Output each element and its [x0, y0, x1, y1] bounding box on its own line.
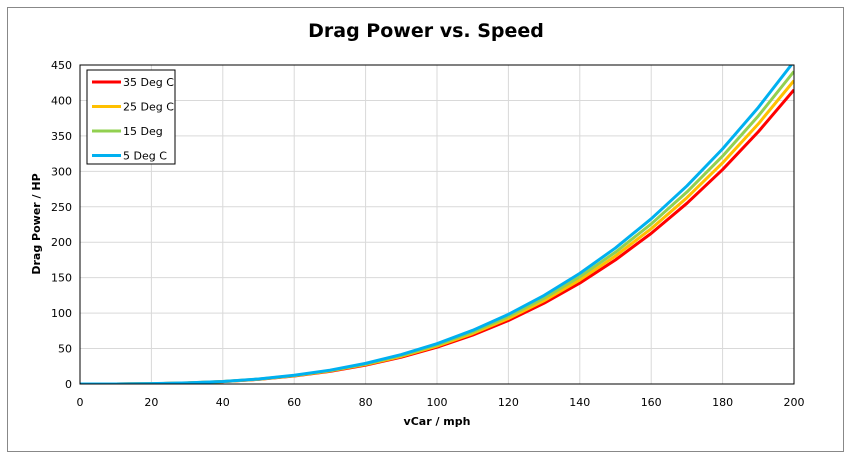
x-tick-label: 200: [784, 396, 805, 409]
x-tick-label: 0: [77, 396, 84, 409]
grid: [79, 64, 795, 385]
x-tick-label: 180: [712, 396, 733, 409]
x-tick-label: 120: [498, 396, 519, 409]
y-tick-label: 300: [51, 165, 72, 178]
y-axis-label: Drag Power / HP: [30, 173, 43, 274]
x-axis-label: vCar / mph: [404, 415, 471, 428]
plot-area-border: [79, 64, 795, 385]
legend-label: 35 Deg C: [123, 76, 174, 89]
legend-label: 15 Deg: [123, 125, 163, 138]
chart-title: Drag Power vs. Speed: [308, 20, 544, 42]
x-tick-label: 140: [569, 396, 590, 409]
chart-frame: [7, 7, 844, 452]
legend-label: 25 Deg C: [123, 101, 174, 114]
x-tick-label: 20: [144, 396, 158, 409]
legend-box: [86, 69, 176, 165]
y-tick-label: 100: [51, 307, 72, 320]
y-tick-label: 200: [51, 236, 72, 249]
series-lines: [80, 65, 794, 384]
y-tick-label: 250: [51, 201, 72, 214]
x-tick-label: 100: [427, 396, 448, 409]
x-tick-label: 80: [359, 396, 373, 409]
legend: 35 Deg C 25 Deg C 15 Deg 5 Deg C: [86, 69, 176, 165]
y-tick-label: 350: [51, 130, 72, 143]
y-tick-label: 150: [51, 272, 72, 285]
x-tick-label: 160: [641, 396, 662, 409]
tick-labels: 0 20 40 60 80 100 120 140 160 180 200 0 50 100 150 200 2…: [51, 59, 805, 409]
series-line-5-deg-c: [80, 65, 794, 384]
y-tick-label: 0: [65, 378, 72, 391]
legend-label: 5 Deg C: [123, 150, 167, 163]
y-tick-label: 450: [51, 59, 72, 72]
x-tick-label: 60: [287, 396, 301, 409]
y-tick-label: 50: [58, 343, 72, 356]
y-tick-label: 400: [51, 94, 72, 107]
x-tick-label: 40: [216, 396, 230, 409]
